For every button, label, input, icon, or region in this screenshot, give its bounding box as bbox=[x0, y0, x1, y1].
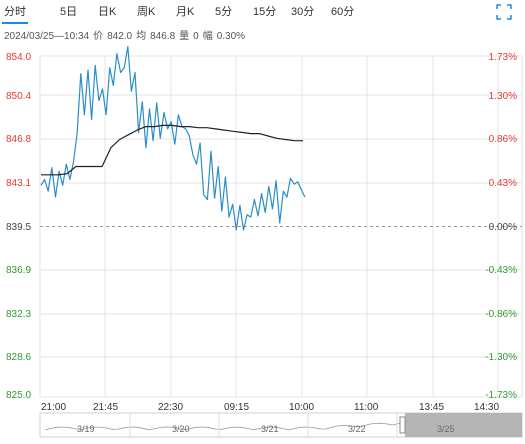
time-tick: 14:30 bbox=[474, 402, 500, 413]
percent-tick: -0.86% bbox=[485, 309, 517, 320]
navigator-date: 3/21 bbox=[261, 424, 279, 434]
price-tick: 846.8 bbox=[6, 134, 32, 145]
info-change: 0.30% bbox=[216, 31, 246, 42]
navigator-date: 3/20 bbox=[172, 424, 190, 434]
average-price-line bbox=[41, 124, 303, 176]
price-tick: 836.9 bbox=[6, 265, 32, 276]
percent-tick: 1.73% bbox=[488, 52, 517, 63]
tab-5min[interactable]: 5分 bbox=[215, 6, 233, 18]
info-volume-label: 量 bbox=[179, 31, 190, 42]
navigator-handle-left[interactable] bbox=[399, 416, 406, 434]
info-price: 842.0 bbox=[107, 31, 133, 42]
info-avg-label: 均 bbox=[136, 31, 147, 42]
info-avg: 846.8 bbox=[150, 31, 176, 42]
tab-5day[interactable]: 5日 bbox=[60, 6, 78, 18]
price-tick: 825.0 bbox=[6, 390, 32, 401]
percent-tick: 0.00% bbox=[488, 222, 517, 233]
time-tick: 21:00 bbox=[41, 402, 67, 413]
time-tick: 10:00 bbox=[289, 402, 315, 413]
percent-tick: 0.43% bbox=[488, 178, 517, 189]
fullscreen-icon[interactable] bbox=[496, 4, 512, 20]
active-tab-indicator bbox=[2, 22, 28, 24]
price-tick: 843.1 bbox=[6, 178, 32, 189]
price-line bbox=[40, 45, 306, 231]
price-tick: 850.4 bbox=[6, 91, 32, 102]
percent-tick: -1.73% bbox=[485, 390, 517, 401]
quote-info-bar: 2024/03/25—10:34 价 842.0 均 846.8 量 0 幅 0.30% bbox=[4, 27, 249, 42]
percent-tick: -1.30% bbox=[485, 352, 517, 363]
percent-tick: 0.86% bbox=[488, 134, 517, 145]
period-tabs: 分时 5日 日K 周K 月K 5分 15分 30分 60分 bbox=[0, 0, 525, 24]
time-tick: 22:30 bbox=[158, 402, 184, 413]
navigator-mini-line bbox=[44, 420, 412, 431]
tab-intraday[interactable]: 分时 bbox=[4, 6, 26, 18]
tab-15min[interactable]: 15分 bbox=[253, 6, 277, 18]
info-price-label: 价 bbox=[93, 31, 104, 42]
info-volume: 0 bbox=[193, 31, 199, 42]
tab-monthly-k[interactable]: 月K bbox=[176, 6, 195, 18]
price-tick: 839.5 bbox=[6, 222, 32, 233]
tab-60min[interactable]: 60分 bbox=[331, 6, 355, 18]
tab-30min[interactable]: 30分 bbox=[291, 6, 315, 18]
navigator-date: 3/25 bbox=[437, 424, 455, 434]
price-tick: 854.0 bbox=[6, 52, 32, 63]
time-tick: 13:45 bbox=[419, 402, 445, 413]
time-tick: 21:45 bbox=[93, 402, 119, 413]
info-datetime: 2024/03/25—10:34 bbox=[4, 31, 90, 42]
tab-weekly-k[interactable]: 周K bbox=[137, 6, 156, 18]
tab-daily-k[interactable]: 日K bbox=[98, 6, 117, 18]
percent-tick: 1.30% bbox=[488, 91, 517, 102]
navigator-selected-range bbox=[405, 413, 522, 437]
navigator-date: 3/22 bbox=[348, 424, 366, 434]
price-tick: 832.3 bbox=[6, 309, 32, 320]
time-tick: 09:15 bbox=[224, 402, 250, 413]
percent-tick: -0.43% bbox=[485, 265, 517, 276]
navigator-date: 3/19 bbox=[77, 424, 95, 434]
info-change-label: 幅 bbox=[202, 31, 213, 42]
price-tick: 828.6 bbox=[6, 352, 32, 363]
time-tick: 11:00 bbox=[354, 402, 379, 413]
